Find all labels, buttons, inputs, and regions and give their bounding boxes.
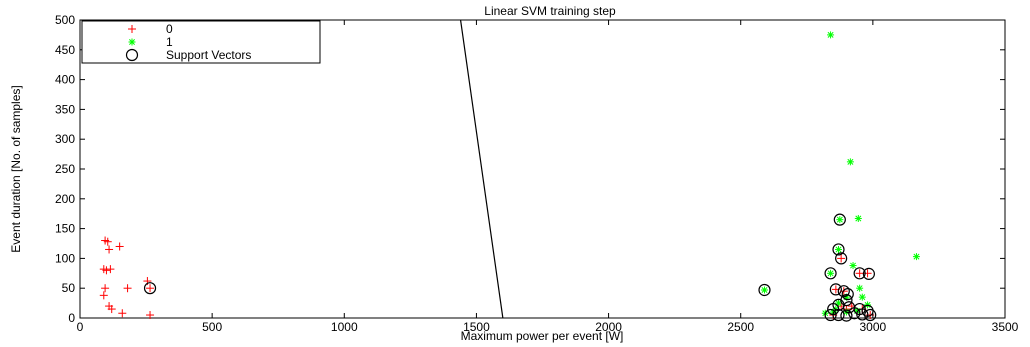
support-vector-point <box>829 283 842 296</box>
legend-box <box>81 20 321 64</box>
x-axis-label: Maximum power per event [W] <box>461 329 624 343</box>
class0-point <box>115 242 124 251</box>
y-axis-label: Event duration [No. of samples] <box>9 85 23 252</box>
class1-point <box>827 31 835 39</box>
y-tick-label: 50 <box>62 281 76 295</box>
decision-boundary-line <box>459 19 504 319</box>
class1-point <box>849 262 857 270</box>
data-points-layer <box>99 31 920 322</box>
support-vector-point <box>840 309 853 322</box>
class1-point <box>835 245 842 253</box>
class1-point <box>836 216 844 224</box>
class1-point <box>846 158 854 166</box>
legend-label: 1 <box>166 35 173 49</box>
legend-marker-class0-point <box>128 25 136 33</box>
class1-point <box>858 293 866 301</box>
x-tick-label: 1000 <box>331 320 358 334</box>
y-tick-label: 450 <box>55 43 75 57</box>
x-tick-label: 3500 <box>992 320 1019 334</box>
x-tick-label: 3000 <box>860 320 887 334</box>
x-tick-label: 2000 <box>595 320 622 334</box>
support-vector-point <box>864 308 877 322</box>
support-vector-point <box>824 308 837 322</box>
y-tick-label: 350 <box>55 102 75 116</box>
y-tick-label: 100 <box>55 251 75 265</box>
support-vector-point <box>832 308 845 322</box>
class1-point <box>827 269 835 277</box>
y-tick-label: 200 <box>55 192 75 206</box>
class0-point <box>837 254 846 263</box>
class0-point <box>105 245 114 254</box>
support-vector-point <box>758 283 771 297</box>
support-vector-point <box>837 285 850 298</box>
support-vector-point <box>856 308 869 321</box>
support-vector-point <box>862 267 875 280</box>
support-vector-point <box>835 252 848 265</box>
y-tick-label: 150 <box>55 222 75 236</box>
y-tick-label: 0 <box>68 311 75 325</box>
decision-boundary-layer <box>459 19 504 319</box>
class0-point <box>855 269 864 278</box>
y-tick-label: 400 <box>55 73 75 87</box>
class0-point <box>103 237 112 246</box>
class0-point <box>146 311 155 320</box>
class0-point <box>106 265 115 274</box>
legend-marker-support-vector-point <box>125 48 139 62</box>
y-tick-label: 300 <box>55 132 75 146</box>
legend-label: 0 <box>166 22 173 36</box>
class0-point <box>99 291 108 300</box>
class0-point <box>102 266 111 275</box>
x-tick-label: 1500 <box>463 320 490 334</box>
axis-ticks-layer: 0 500 1000 1500 2000 2500 3000 3500050100150200… <box>55 13 1019 334</box>
class1-point <box>856 284 864 292</box>
class1-point <box>912 253 920 261</box>
class0-point <box>118 309 127 318</box>
support-vector-point <box>848 307 861 320</box>
support-vector-point <box>833 213 846 226</box>
chart-title: Linear SVM training step <box>484 4 616 18</box>
legend-label: Support Vectors <box>166 48 251 62</box>
support-vector-point <box>832 243 845 256</box>
x-tick-label: 500 <box>202 320 222 334</box>
class1-point <box>854 214 862 222</box>
class0-point <box>101 284 110 293</box>
class0-point <box>146 284 155 293</box>
series-support-vector-point <box>143 213 877 322</box>
y-tick-label: 500 <box>55 13 75 27</box>
legend-entry-support-vector-point: Support Vectors <box>125 48 251 62</box>
legend-entry-class1-point: 1 <box>128 35 173 49</box>
x-tick-label: 2500 <box>727 320 754 334</box>
class0-point <box>123 284 132 293</box>
support-vector-point <box>841 288 854 301</box>
support-vector-point <box>143 282 157 295</box>
legend-entry-class0-point: 0 <box>128 22 173 36</box>
legend-marker-class1-point <box>128 38 136 46</box>
x-tick-label: 0 <box>77 320 84 334</box>
support-vector-point <box>824 267 837 280</box>
y-tick-label: 250 <box>55 162 75 176</box>
class1-point <box>761 286 768 294</box>
support-vector-point <box>853 267 866 280</box>
class0-point <box>107 305 116 314</box>
